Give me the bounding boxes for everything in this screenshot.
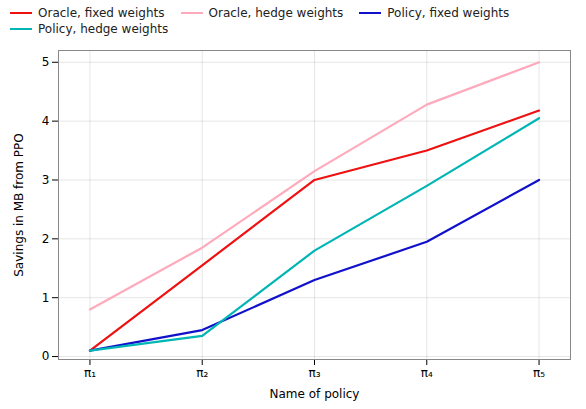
svg-text:5: 5 [42, 55, 50, 69]
html-text:Policy, hedge weights: Policy, hedge weights [38, 22, 169, 36]
svg-text:Savings in MB from PPO: Savings in MB from PPO [12, 133, 26, 277]
svg-text:π₂: π₂ [196, 366, 208, 380]
svg-text:4: 4 [42, 114, 50, 128]
svg-text:3: 3 [42, 173, 50, 187]
svg-text:π₄: π₄ [421, 366, 433, 380]
svg-text:π₃: π₃ [308, 366, 320, 380]
html-text:Policy, fixed weights: Policy, fixed weights [387, 6, 510, 20]
svg-text:2: 2 [42, 232, 50, 246]
html-text:Oracle, hedge weights: Oracle, hedge weights [208, 6, 344, 20]
svg-text:1: 1 [42, 291, 50, 305]
svg-text:π₁: π₁ [84, 366, 96, 380]
html-text:Oracle, fixed weights: Oracle, fixed weights [38, 6, 165, 20]
svg-text:0: 0 [42, 349, 50, 363]
svg-text:π₅: π₅ [533, 366, 545, 380]
svg-text:Name of policy: Name of policy [270, 387, 360, 401]
